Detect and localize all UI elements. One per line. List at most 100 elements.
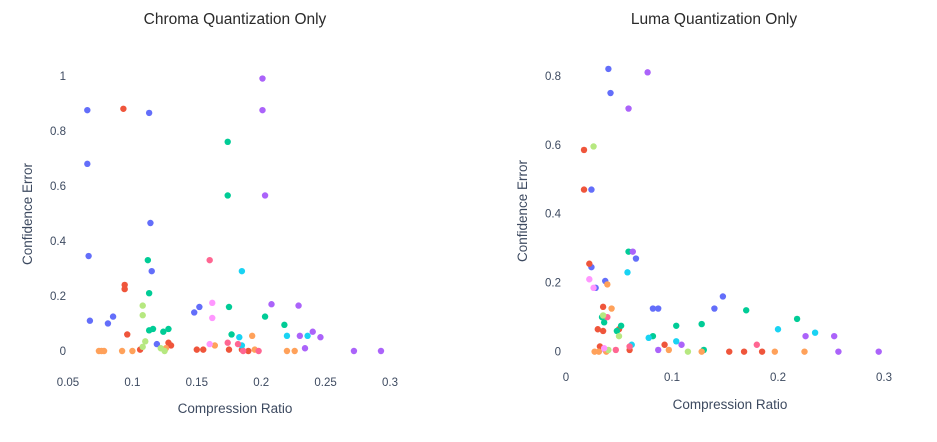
data-point — [109, 313, 117, 320]
data-points — [580, 65, 882, 355]
data-point — [758, 348, 766, 355]
data-point — [586, 260, 593, 267]
data-point — [206, 340, 213, 348]
data-points — [84, 75, 385, 355]
data-point — [160, 328, 167, 335]
data-point — [245, 347, 252, 355]
data-point — [599, 327, 607, 335]
data-point — [607, 89, 614, 97]
data-point — [165, 325, 172, 333]
data-point — [632, 255, 640, 262]
data-point — [236, 334, 243, 341]
data-point — [239, 347, 247, 355]
data-point — [665, 346, 673, 354]
data-point — [261, 313, 269, 320]
data-point — [238, 267, 246, 275]
data-point — [145, 289, 153, 297]
data-point — [678, 341, 685, 348]
y-tick-label: 1 — [60, 71, 66, 83]
data-point — [193, 346, 200, 353]
chroma-scatter-panel: Chroma Quantization Only Compression Rat… — [20, 11, 398, 416]
data-point — [139, 343, 146, 351]
data-point — [149, 325, 157, 333]
data-point — [191, 309, 198, 316]
data-point — [161, 347, 168, 355]
data-point — [209, 314, 216, 322]
data-point — [225, 303, 233, 311]
data-point — [629, 248, 636, 255]
data-point — [594, 326, 601, 333]
data-point — [626, 343, 633, 350]
data-point — [84, 160, 91, 168]
data-point — [377, 347, 385, 355]
y-tick-label: 0.4 — [50, 236, 67, 248]
data-point — [655, 305, 662, 312]
x-axis-title: Compression Ratio — [673, 397, 788, 412]
data-point — [309, 328, 316, 335]
data-point — [875, 348, 882, 355]
data-point — [84, 106, 91, 114]
x-tick-label: 0.2 — [253, 377, 269, 389]
data-point — [209, 299, 216, 307]
data-point — [283, 347, 291, 355]
x-axis-title: Compression Ratio — [178, 401, 293, 416]
data-point — [224, 339, 231, 346]
y-axis-title: Confidence Error — [20, 162, 35, 265]
data-point — [129, 347, 136, 355]
data-point — [283, 332, 291, 340]
data-point — [120, 105, 127, 112]
data-point — [588, 186, 595, 193]
data-point — [261, 192, 269, 199]
data-point — [608, 305, 615, 312]
data-point — [580, 146, 588, 154]
data-point — [719, 293, 727, 300]
data-point — [711, 305, 718, 312]
x-tick-labels: 0.05 0.1 0.15 0.2 0.25 0.3 — [57, 377, 398, 389]
chart-title: Chroma Quantization Only — [144, 11, 327, 28]
data-point — [661, 341, 668, 348]
y-tick-label: 0.6 — [545, 140, 561, 152]
data-point — [590, 143, 597, 150]
data-point — [104, 320, 112, 327]
data-point — [350, 347, 358, 355]
data-point — [259, 75, 266, 82]
data-point — [673, 338, 680, 345]
x-tick-label: 0.3 — [382, 377, 398, 389]
data-point — [655, 346, 662, 354]
data-point — [613, 327, 621, 335]
data-point — [645, 334, 652, 342]
data-point — [740, 348, 748, 355]
data-point — [118, 347, 126, 355]
x-tick-label: 0 — [563, 372, 569, 384]
data-point — [586, 276, 593, 283]
y-tick-label: 0.2 — [50, 291, 66, 303]
data-point — [259, 106, 266, 114]
y-tick-label: 0.6 — [50, 181, 66, 193]
data-point — [139, 312, 146, 319]
data-point — [224, 192, 231, 199]
y-tick-label: 0.4 — [545, 209, 562, 221]
data-point — [255, 347, 262, 355]
data-point — [743, 307, 750, 314]
data-point — [698, 348, 705, 355]
y-axis-title: Confidence Error — [515, 159, 530, 262]
y-tick-label: 0.2 — [545, 278, 561, 290]
data-point — [85, 252, 92, 260]
data-point — [605, 65, 612, 73]
data-point — [196, 303, 203, 311]
data-point — [771, 348, 779, 355]
data-point — [604, 281, 611, 288]
data-point — [304, 332, 311, 340]
y-tick-labels: 0 0.2 0.4 0.6 0.8 — [545, 71, 562, 359]
x-tick-labels: 0 0.1 0.2 0.3 — [563, 372, 892, 384]
data-point — [167, 342, 175, 349]
y-tick-label: 0.8 — [50, 126, 66, 138]
data-point — [301, 345, 309, 352]
data-point — [600, 345, 608, 352]
data-point — [142, 338, 149, 345]
x-tick-label: 0.1 — [664, 372, 680, 384]
data-point — [248, 332, 256, 340]
chart-title: Luma Quantization Only — [631, 11, 798, 28]
data-point — [599, 312, 607, 319]
